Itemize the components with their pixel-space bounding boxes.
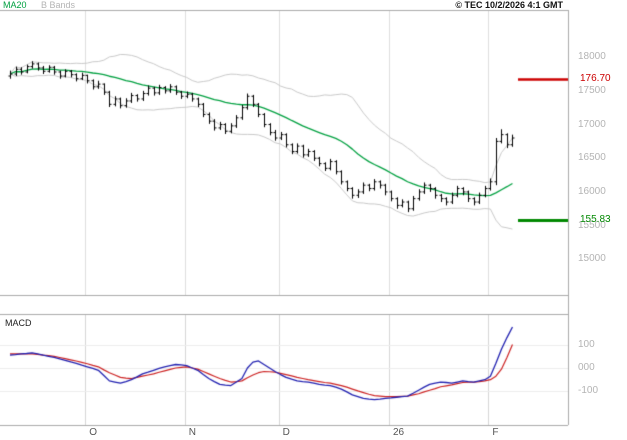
x-axis-month-label: O <box>89 427 98 438</box>
macd-axis-tick-label: 100 <box>578 338 595 350</box>
macd-axis-tick-label: -100 <box>578 385 599 397</box>
resistance-level-label: 176.70 <box>580 73 611 85</box>
x-axis-month-label: D <box>282 427 290 438</box>
x-axis-month-label: 26 <box>393 427 405 438</box>
legend-bbands[interactable]: B Bands <box>41 0 76 10</box>
chart-legend: MA20 B Bands <box>3 0 75 10</box>
price-axis-tick-label: 16000 <box>578 185 606 197</box>
price-axis-tick-label: 15000 <box>578 253 606 265</box>
price-axis-tick-label: 17500 <box>578 84 606 96</box>
x-axis-month-label: N <box>188 427 196 438</box>
support-level-label: 155.83 <box>580 214 611 225</box>
copyright-text: © TEC 10/2/2026 4:1 GMT <box>455 0 563 10</box>
macd-axis-tick-label: 000 <box>578 362 595 373</box>
price-axis-tick-label: 15500 <box>578 219 606 231</box>
x-axis-month-label: F <box>492 427 499 438</box>
price-axis-tick-label: 17000 <box>578 118 606 130</box>
legend-ma20[interactable]: MA20 <box>3 0 27 10</box>
macd-panel-label: MACD <box>5 318 32 328</box>
price-axis-tick-label: 16500 <box>578 152 606 164</box>
price-axis-tick-label: 18000 <box>578 51 606 63</box>
